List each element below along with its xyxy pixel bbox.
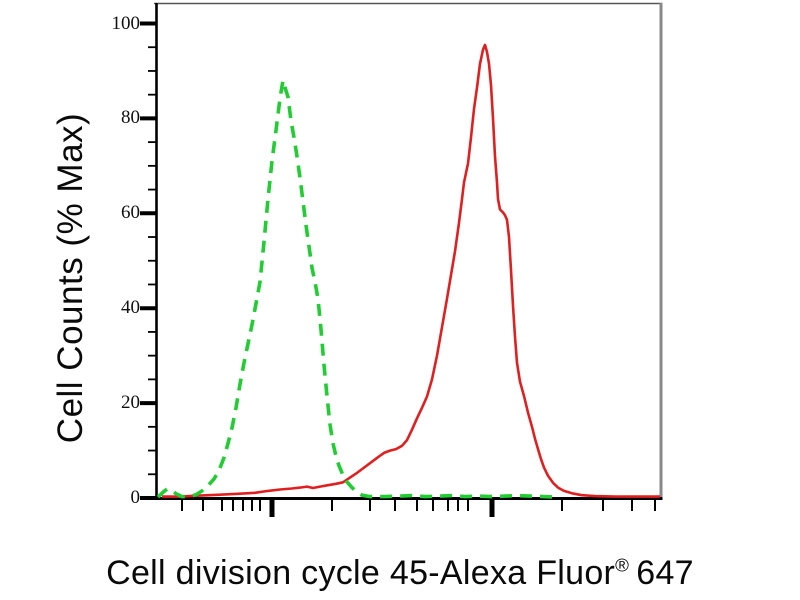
y-axis-tick-label: 20 (121, 392, 140, 414)
y-axis-tick-label: 100 (111, 12, 141, 34)
y-axis-tick-label: 60 (121, 202, 140, 224)
y-axis-tick-label: 40 (121, 297, 140, 319)
registered-trademark-symbol: ® (615, 554, 630, 576)
x-axis-title: Cell division cycle 45-Alexa Fluor® 647 (0, 554, 800, 593)
y-axis-tick-label: 0 (130, 487, 141, 508)
red-solid-curve (162, 43, 660, 498)
y-axis-tick-label: 80 (121, 107, 140, 129)
y-axis-title: Cell Counts (% Max) (51, 112, 90, 444)
x-axis-title-text: Cell division cycle 45-Alexa Fluor (106, 554, 616, 592)
green-dashed-curve (156, 78, 559, 499)
x-axis-title-suffix: 647 (636, 554, 694, 592)
